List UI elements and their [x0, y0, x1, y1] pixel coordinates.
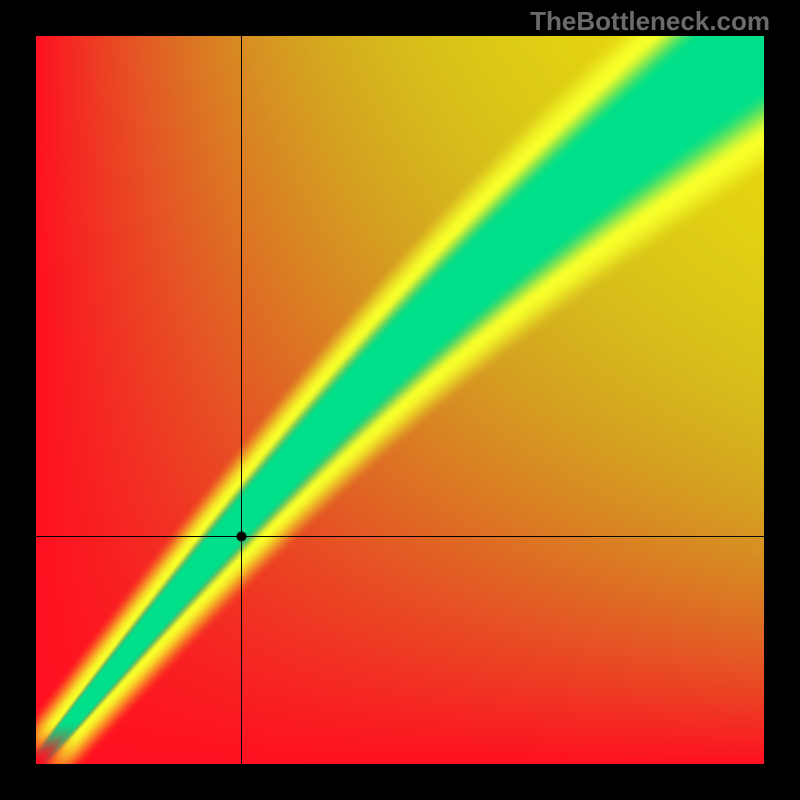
- watermark-text: TheBottleneck.com: [530, 6, 770, 37]
- chart-container: TheBottleneck.com: [0, 0, 800, 800]
- heatmap-plot: [36, 36, 764, 764]
- marker-canvas: [36, 36, 764, 764]
